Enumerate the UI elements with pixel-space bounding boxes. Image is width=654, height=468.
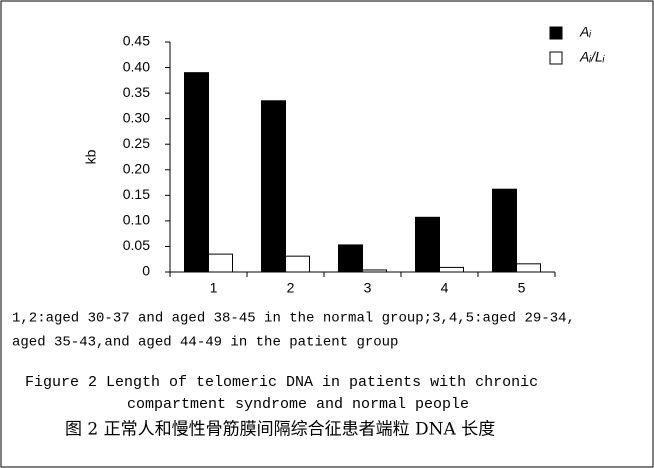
legend-swatch [549,51,563,65]
bar [184,72,209,273]
y-tick-label: 0.10 [123,212,150,228]
y-tick-label: 0.35 [123,84,150,100]
y-axis-label: kb [83,149,99,164]
y-tick-label: 0.30 [123,109,150,125]
bar [285,255,310,273]
note: 1,2:aged 30-37 and aged 38-45 in the nor… [12,311,575,327]
y-tick-label: 0 [142,263,150,279]
y-tick-label: 0.25 [123,135,150,151]
legend-label: Aᵢ [579,24,591,40]
y-tick-label: 0.05 [123,237,150,253]
x-tick-label: 2 [287,280,295,296]
bar [492,188,517,273]
x-tick-label: 4 [441,280,449,296]
bar [338,244,363,273]
y-tick-label: 0.20 [123,160,150,176]
legend-swatch [549,26,563,40]
bar [516,263,541,273]
caption: compartment syndrome and normal people [127,396,469,413]
y-tick-label: 0.45 [123,33,150,49]
x-tick-label: 3 [364,280,372,296]
bar [362,269,387,273]
note: aged 35-43,and aged 44-49 in the patient… [12,335,398,351]
x-tick-label: 5 [518,280,526,296]
bar [439,266,464,273]
bar [415,216,440,273]
caption: Figure 2 Length of telomeric DNA in pati… [25,374,538,391]
y-tick-label: 0.15 [123,186,150,202]
x-tick-label: 1 [210,280,218,296]
bar [261,100,286,273]
bar [208,253,233,273]
y-tick-label: 0.40 [123,58,150,74]
legend-label: Aᵢ/Lᵢ [579,49,605,65]
caption-cn: 图 2 正常人和慢性骨筋膜间隔综合征患者端粒 DNA 长度 [65,419,495,440]
